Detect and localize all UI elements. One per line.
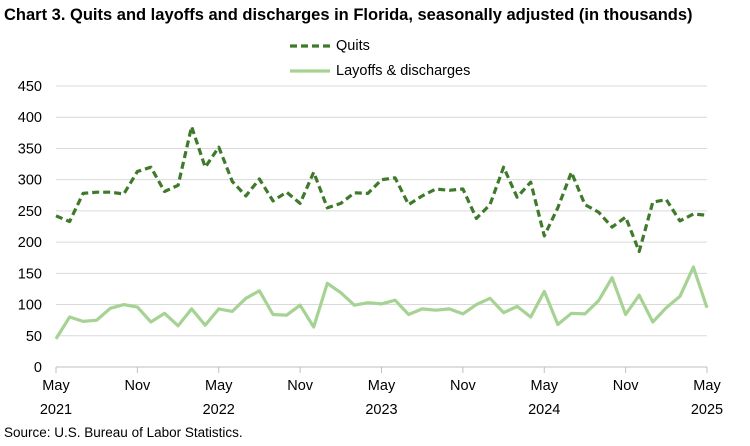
- y-tick-label: 50: [26, 329, 42, 345]
- y-tick-label: 400: [18, 110, 42, 126]
- x-tick-month: May: [42, 378, 70, 394]
- y-tick-label: 150: [18, 266, 42, 282]
- x-tick-month: Nov: [613, 378, 640, 394]
- x-tick-year: 2021: [40, 402, 72, 418]
- y-tick-label: 100: [18, 298, 42, 314]
- y-tick-label: 350: [18, 141, 42, 157]
- series-line-quits: [55, 125, 708, 254]
- series-line-layoffs: [54, 265, 709, 340]
- x-tick-month: Nov: [124, 378, 151, 394]
- legend-swatch-quits: [290, 44, 330, 48]
- legend-label-quits: Quits: [336, 38, 370, 54]
- y-tick-label: 250: [18, 204, 42, 220]
- x-tick-year: 2022: [203, 402, 235, 418]
- y-tick-label: 450: [18, 79, 42, 95]
- x-tick-month: May: [693, 378, 721, 394]
- legend-item-quits: Quits: [290, 36, 370, 56]
- x-tick-month: May: [368, 378, 396, 394]
- legend: Quits Layoffs & discharges: [0, 36, 750, 86]
- x-tick-month: May: [205, 378, 233, 394]
- legend-item-layoffs: Layoffs & discharges: [290, 61, 470, 81]
- source-note: Source: U.S. Bureau of Labor Statistics.: [4, 425, 243, 440]
- x-tick-month: Nov: [450, 378, 477, 394]
- legend-label-layoffs: Layoffs & discharges: [336, 63, 471, 79]
- x-tick-year: 2024: [528, 402, 560, 418]
- legend-swatch-layoffs: [290, 69, 330, 73]
- x-tick-year: 2023: [365, 402, 397, 418]
- y-tick-label: 200: [18, 235, 42, 251]
- x-tick-year: 2025: [691, 402, 723, 418]
- line-chart: 0 50 100 150 200 250 300 350 400 450 May 2021 Nov May…: [18, 79, 723, 418]
- y-tick-label: 300: [18, 173, 42, 189]
- x-tick-month: Nov: [287, 378, 314, 394]
- y-tick-label: 0: [34, 360, 42, 376]
- x-tick-month: May: [531, 378, 559, 394]
- chart-title: Chart 3. Quits and layoffs and discharge…: [4, 6, 693, 24]
